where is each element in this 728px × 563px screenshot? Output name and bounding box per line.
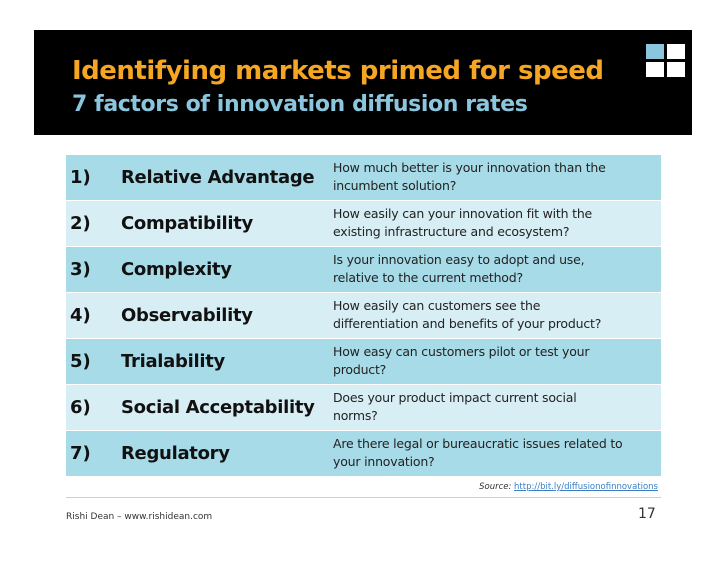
factor-number: 7) [70,443,91,464]
source-link[interactable]: http://bit.ly/diffusionofinnovations [514,482,658,492]
factor-description-line: incumbent solution? [333,178,457,193]
factor-description-line: Is your innovation easy to adopt and use… [333,252,585,267]
factor-description-line: How easily can your innovation fit with … [333,206,593,221]
factor-description: Are there legal or bureaucratic issues r… [331,431,661,476]
factor-name: Trialability [121,351,225,372]
factor-description-line: your innovation? [333,454,435,469]
source-citation: Source: http://bit.ly/diffusionofinnovat… [479,482,658,492]
factor-number: 6) [70,397,91,418]
factor-description-line: Does your product impact current social [333,390,577,405]
factor-row: 1) Relative Advantage How much better is… [66,155,661,201]
slide-title: Identifying markets primed for speed [72,56,604,86]
slide-header: Identifying markets primed for speed 7 f… [34,30,692,135]
factor-name: Compatibility [121,213,253,234]
slide-subtitle: 7 factors of innovation diffusion rates [72,92,528,117]
factor-description-line: relative to the current method? [333,270,523,285]
factor-description: How easily can customers see the differe… [331,293,661,338]
grid-logo-icon [646,44,686,78]
factor-description: How easily can your innovation fit with … [331,201,661,246]
factor-description-line: Are there legal or bureaucratic issues r… [333,436,623,451]
factor-description: Does your product impact current social … [331,385,661,430]
footer-author: Rishi Dean – www.rishidean.com [66,512,213,522]
factor-description-line: existing infrastructure and ecosystem? [333,224,570,239]
factors-table: 1) Relative Advantage How much better is… [66,155,661,477]
factor-description: How easy can customers pilot or test you… [331,339,661,384]
page-number: 17 [638,506,656,522]
factor-name: Social Acceptability [121,397,315,418]
factor-description-line: product? [333,362,387,377]
factor-name: Relative Advantage [121,167,315,188]
factor-row: 2) Compatibility How easily can your inn… [66,201,661,247]
factor-description-line: How easily can customers see the [333,298,541,313]
factor-name: Regulatory [121,443,230,464]
factor-number: 3) [70,259,91,280]
logo-square [646,62,664,77]
factor-row: 5) Trialability How easy can customers p… [66,339,661,385]
factor-row: 7) Regulatory Are there legal or bureauc… [66,431,661,477]
factor-number: 1) [70,167,91,188]
logo-square [646,44,664,59]
source-label: Source: [479,482,512,492]
factor-description-line: differentiation and benefits of your pro… [333,316,602,331]
factor-row: 6) Social Acceptability Does your produc… [66,385,661,431]
factor-row: 4) Observability How easily can customer… [66,293,661,339]
factor-name: Observability [121,305,253,326]
factor-description-line: norms? [333,408,378,423]
factor-description: Is your innovation easy to adopt and use… [331,247,661,292]
logo-square [667,44,685,59]
factor-row: 3) Complexity Is your innovation easy to… [66,247,661,293]
factor-description-line: How much better is your innovation than … [333,160,606,175]
footer-divider [66,497,661,498]
factor-number: 5) [70,351,91,372]
factor-description: How much better is your innovation than … [331,155,661,200]
factor-description-line: How easy can customers pilot or test you… [333,344,590,359]
factor-number: 4) [70,305,91,326]
factor-name: Complexity [121,259,232,280]
factor-number: 2) [70,213,91,234]
logo-square [667,62,685,77]
